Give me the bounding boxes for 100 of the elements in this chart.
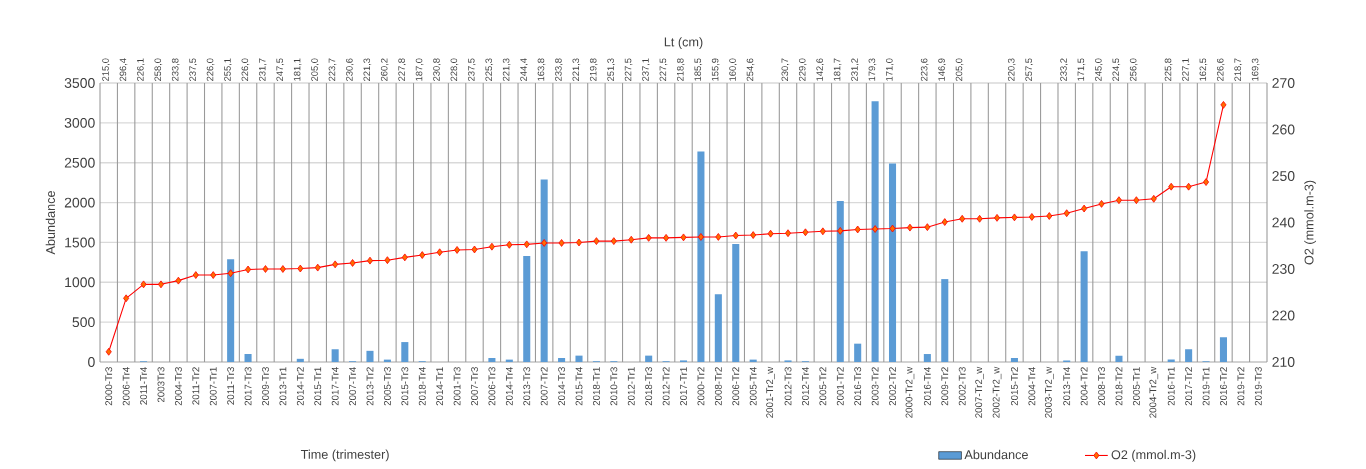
x-tick-label: 2002-Tr2_w	[992, 366, 1002, 418]
text: 171,5	[1077, 58, 1086, 81]
text: 221,3	[363, 58, 372, 81]
x-tick-label: 2017-Tr4	[331, 367, 339, 406]
x-tick-label: 2005-Tr4	[749, 367, 757, 406]
text: 218,8	[677, 58, 685, 81]
text: 181,7	[833, 58, 842, 81]
text: 230,6	[346, 58, 354, 81]
x-tick-label: 2012-Tr4	[801, 367, 809, 406]
x-tick-label: 2011-Tr4	[140, 367, 148, 405]
x-tick-label: 2000-Tr2_w	[905, 366, 915, 418]
x-tick-label: 2013-Tr4	[1063, 367, 1071, 406]
text: 251,3	[607, 58, 616, 81]
bar	[836, 200, 844, 362]
bar	[1080, 251, 1088, 362]
x-tick-label: 2011-Tr3	[227, 367, 235, 405]
text: 247,5	[276, 58, 285, 81]
bar	[523, 255, 531, 362]
y-tick-label: 2500	[64, 157, 95, 168]
bar	[366, 350, 374, 362]
y2-tick-label: 240	[1272, 217, 1295, 228]
x-tick-label: 2010-Tr3	[610, 367, 618, 406]
x-tick-label: 2019-Tr3	[1254, 367, 1262, 406]
x-tick-label: 2009-Tr3	[262, 367, 269, 406]
bar	[697, 151, 705, 362]
x-tick-label: 2002-Tr2	[889, 367, 896, 406]
text: 237,1	[642, 58, 650, 81]
bar	[331, 349, 339, 362]
x-tick-label: 2003-Tr2_w	[1044, 366, 1054, 418]
y2-tick-label: 220	[1272, 310, 1295, 321]
text: 179,3	[868, 58, 877, 81]
x-tick-label: 2018-Tr4	[418, 367, 426, 406]
x-tick-label: 2005-Tr3	[383, 367, 391, 406]
y2-tick-label: 230	[1272, 264, 1295, 274]
x-axis-title: Time (trimester)	[300, 449, 389, 462]
legend-label: Abundance	[964, 449, 1028, 460]
x-tick-label: 2014-Tr3	[558, 367, 566, 406]
text: 224,5	[1112, 58, 1121, 81]
text: 226,0	[206, 58, 215, 81]
text: 256,0	[1129, 58, 1138, 81]
y-tick-label: 500	[72, 317, 95, 328]
text: 231,2	[851, 58, 859, 81]
text: 227,5	[659, 58, 668, 81]
x-tick-label: 2004-Tr2_w	[1149, 366, 1159, 418]
bar	[1219, 337, 1227, 362]
x-tick-label: 2014-Tr2	[296, 367, 304, 406]
text: 260,2	[380, 58, 389, 81]
bar	[227, 259, 235, 362]
x-tick-label: 2017-Tr2	[1185, 367, 1193, 406]
x-tick-label: 2003-Tr2	[871, 367, 879, 406]
x-tick-label: 2015-Tr2	[1011, 367, 1018, 406]
text: 221,3	[502, 58, 511, 81]
bar	[1115, 355, 1123, 362]
x-tick-label: 2000-Tr2	[697, 367, 705, 406]
x-tick-label: 2006-Tr3	[488, 367, 496, 406]
x-tick-label: 2013-Tr3	[523, 367, 531, 406]
text: 229,0	[798, 58, 807, 81]
x-tick-label: 2004-Tr3	[174, 367, 182, 406]
bar	[1185, 349, 1193, 362]
bar	[540, 179, 548, 362]
x-tick-label: 2008-Tr2	[714, 367, 722, 406]
x-tick-label: 2001-Tr2	[836, 367, 844, 406]
text: 258,0	[154, 58, 163, 81]
x-tick-label: 2018-Tr1	[592, 367, 600, 406]
x-tick-label: 2012-Tr3	[784, 367, 792, 406]
x-tick-label: 2001-Tr2_w	[766, 366, 775, 418]
text: 254,6	[746, 58, 755, 81]
x-tick-label: 2017-Tr3	[244, 367, 252, 406]
bar	[645, 355, 653, 362]
bar	[714, 294, 722, 362]
y2-axis-title: O2 (mmol.m-3)	[1304, 180, 1317, 265]
x-tick-label: 2015-Tr3	[401, 367, 409, 406]
text: 169,3	[1251, 58, 1260, 81]
x-tick-label: 2016-Tr2	[1220, 367, 1227, 406]
text: 233,8	[171, 58, 180, 81]
x-tick-label: 2015-Tr4	[575, 367, 583, 406]
y-tick-label: 1500	[65, 237, 95, 248]
text: 227,1	[1182, 58, 1190, 81]
bar	[401, 342, 409, 362]
text: 237,5	[467, 58, 476, 81]
text: 219,8	[589, 58, 598, 81]
y-tick-label: 3000	[64, 117, 95, 128]
text: 226,6	[1216, 58, 1225, 81]
x-tick-label: 2006-Tr2	[732, 367, 740, 406]
text: 205,0	[311, 58, 319, 81]
text: 181,1	[293, 58, 302, 81]
x-tick-label: 2004-Tr2	[1080, 367, 1088, 406]
text: 231,7	[258, 58, 267, 81]
x-tick-label: 2014-Tr1	[436, 367, 444, 406]
text: 237,5	[189, 58, 197, 81]
x-tick-label: 2012-Tr2	[662, 367, 670, 406]
x-tick-label: 2007-Tr2	[540, 367, 548, 406]
x-tick-label: 2014-Tr4	[505, 367, 513, 406]
text: 233,2	[1060, 58, 1068, 81]
x-tick-label: 2016-Tr1	[1167, 367, 1175, 406]
x-tick-label: 2007-Tr2_w	[975, 366, 984, 418]
text: 146,9	[938, 58, 946, 81]
bar	[558, 358, 566, 362]
x2-axis-title: Lt (cm)	[664, 37, 703, 49]
text: 296,4	[119, 58, 128, 81]
